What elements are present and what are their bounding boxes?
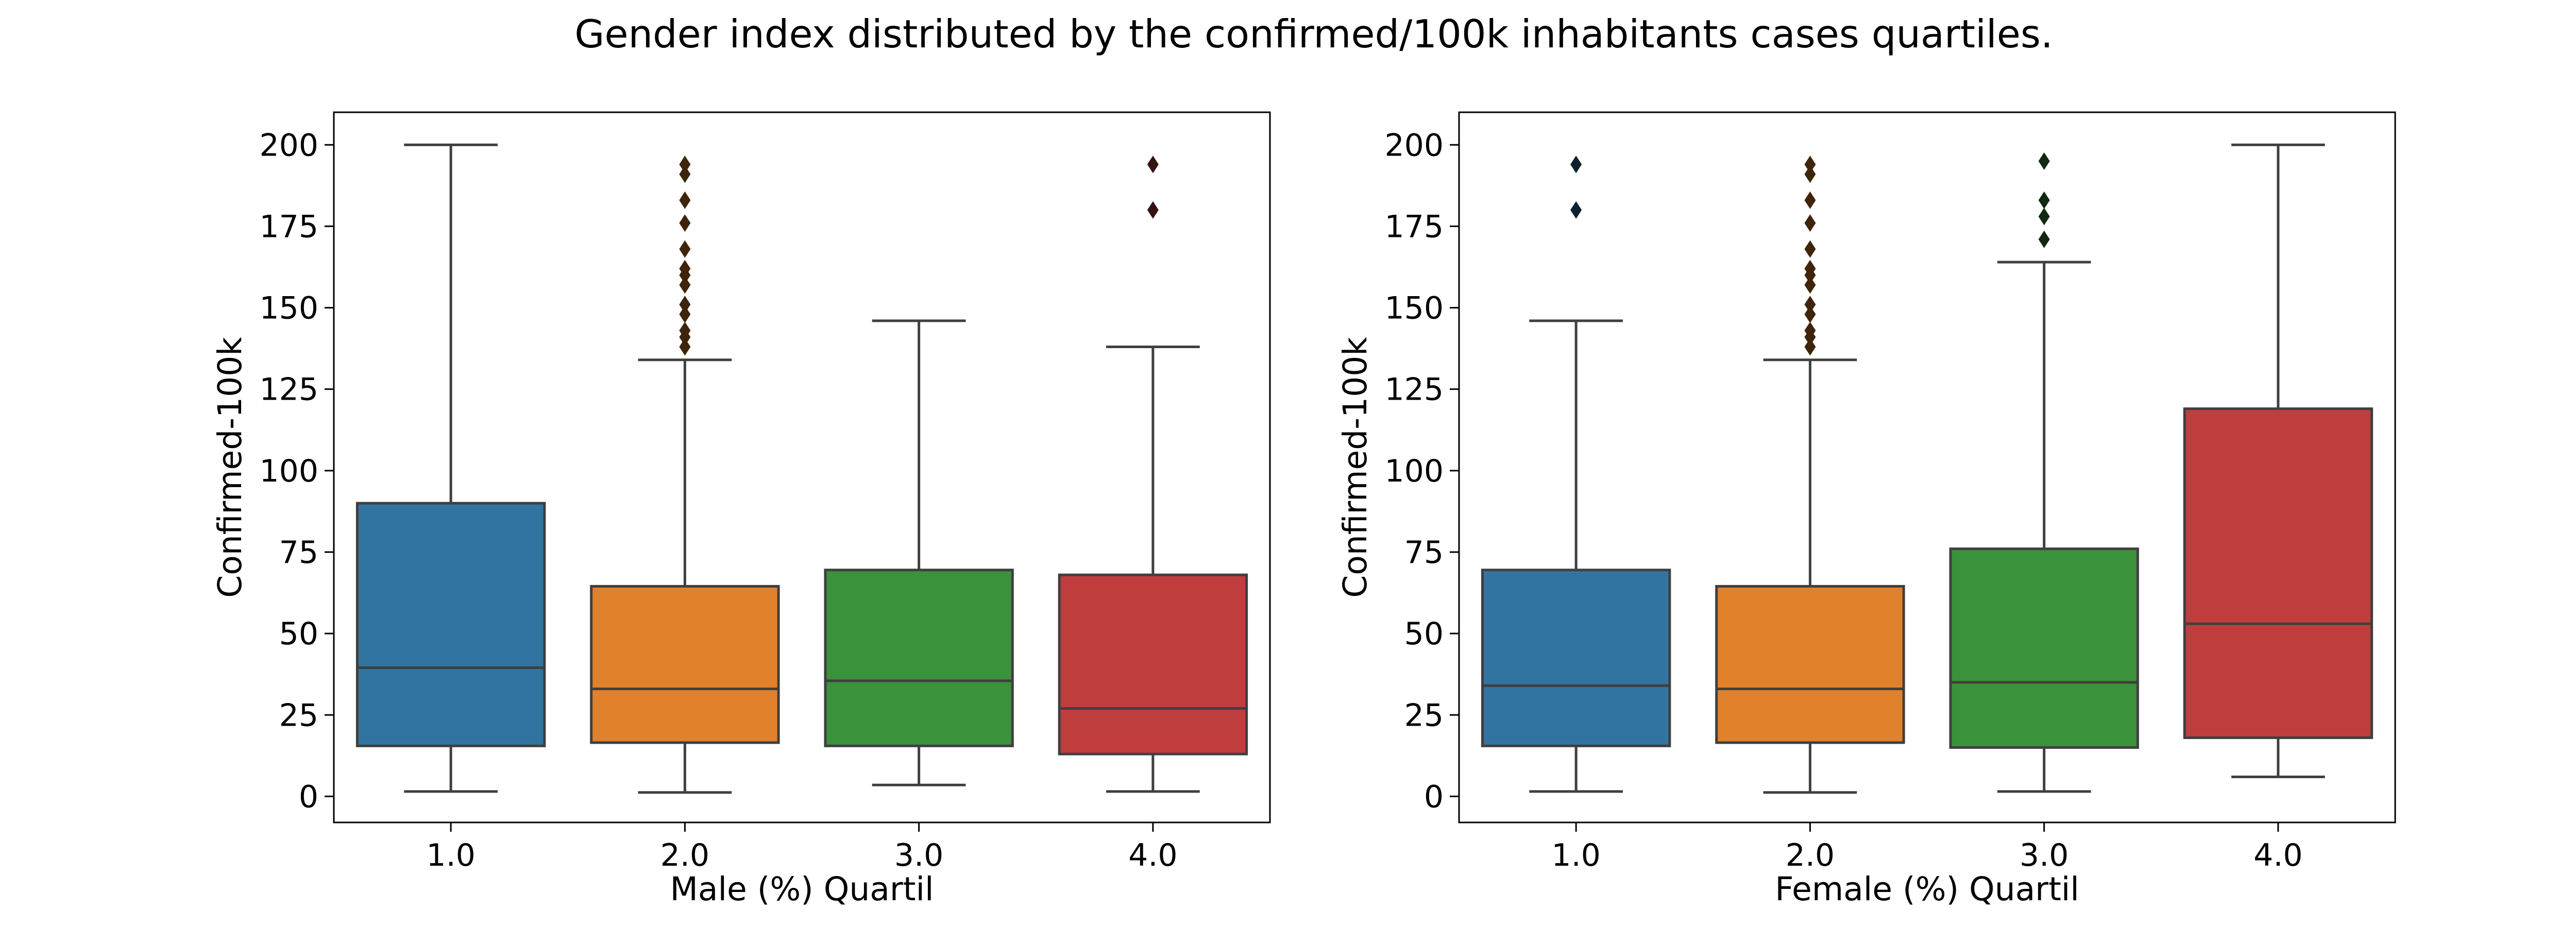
x-tick-label: 2.0 [1786,837,1835,873]
outlier-point [679,305,691,323]
outlier-point [1804,191,1816,209]
y-axis-label: Confirmed-100k [211,337,249,598]
outlier-point [1804,165,1816,183]
outlier-point [1804,240,1816,258]
outlier-point [679,276,691,294]
left-panel-male: 0 25 50 75 100 125 150 175 200 1.0 2.0 3.0 4.0 Male (… [211,111,1271,908]
outlier-point [679,260,691,278]
outlier-point [2038,208,2050,226]
y-tick-label: 0 [299,779,318,815]
y-tick-label: 25 [279,697,318,733]
x-tick-label: 4.0 [2253,837,2302,873]
outlier-point [1804,276,1816,294]
outlier-point [679,240,691,258]
outlier-point [679,296,691,314]
y-tick-label: 75 [1404,535,1444,571]
box-4.0 [2183,407,2374,740]
outlier-point [1147,156,1159,174]
outlier-point [1804,156,1816,174]
outlier-point [679,338,691,356]
outlier-point [1804,296,1816,314]
outlier-point [679,321,691,339]
y-tick-label: 200 [259,127,318,163]
x-axis-label: Male (%) Quartil [670,870,934,908]
x-tick-label: 3.0 [2020,837,2069,873]
y-tick-label: 150 [1384,290,1444,327]
box-3.0 [1949,547,2139,749]
box-1.0 [1481,569,1671,747]
outlier-point [679,191,691,209]
x-tick-label: 3.0 [894,837,943,873]
figure-title: Gender index distributed by the confirme… [574,11,2053,57]
y-tick-label: 200 [1384,127,1444,163]
y-tick-label: 100 [1384,453,1444,489]
box-4.0 [1058,573,1248,756]
box-2.0 [590,585,780,744]
x-tick-label: 4.0 [1128,837,1177,873]
outlier-point [1804,260,1816,278]
y-tick-label: 100 [259,453,318,489]
y-tick-label: 150 [259,290,318,327]
y-tick-label: 175 [259,209,318,245]
box-3.0 [824,569,1014,747]
outlier-point [1147,201,1159,219]
outlier-point [679,156,691,174]
y-tick-label: 50 [1404,616,1444,652]
box-2.0 [1715,585,1905,744]
outlier-point [1570,156,1582,174]
y-tick-label: 0 [1424,779,1444,815]
outlier-point [1804,214,1816,232]
y-tick-label: 125 [259,372,318,408]
outlier-point [679,214,691,232]
y-tick-label: 125 [1384,372,1444,408]
outlier-point [1804,338,1816,356]
y-tick-label: 175 [1384,209,1444,245]
outlier-point [1804,305,1816,323]
y-tick-label: 25 [1404,697,1444,733]
x-tick-label: 1.0 [1551,837,1600,873]
axes-frame [333,111,1271,823]
outlier-point [2038,230,2050,248]
y-tick-label: 50 [279,616,318,652]
right-panel-female: 0 25 50 75 100 125 150 175 200 1.0 2.0 3.0 4.0 Female… [1336,111,2396,908]
x-axis-label: Female (%) Quartil [1775,870,2079,908]
x-tick-label: 1.0 [426,837,475,873]
x-tick-label: 2.0 [660,837,709,873]
axes-frame [1458,111,2396,823]
outlier-point [2038,152,2050,170]
outlier-point [679,165,691,183]
outlier-point [1804,321,1816,339]
outlier-point [1570,201,1582,219]
y-tick-label: 75 [279,535,318,571]
y-axis-label: Confirmed-100k [1336,337,1374,598]
outlier-point [2038,191,2050,209]
box-1.0 [355,502,546,747]
